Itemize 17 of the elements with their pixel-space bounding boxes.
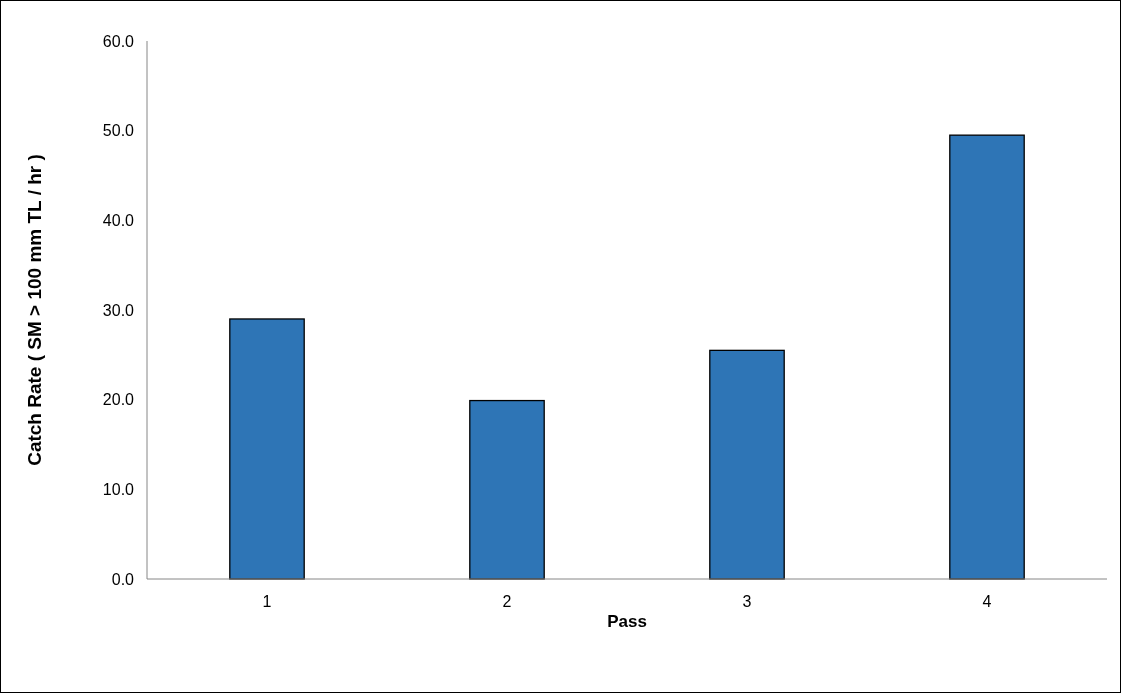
- x-tick-label: 3: [742, 592, 752, 610]
- bar: [229, 318, 305, 580]
- bar: [949, 134, 1025, 580]
- y-tick-label: 30.0: [102, 301, 135, 319]
- y-axis-title: Catch Rate ( SM > 100 mm TL / hr ): [23, 154, 45, 466]
- y-tick-label: 0.0: [111, 570, 135, 588]
- bar: [469, 399, 545, 580]
- x-tick-label: 1: [262, 592, 272, 610]
- x-tick-label: 4: [982, 592, 992, 610]
- x-tick-label: 2: [502, 592, 512, 610]
- bar: [709, 349, 785, 580]
- y-tick-label: 60.0: [102, 32, 135, 50]
- x-axis-title: Pass: [607, 611, 647, 631]
- y-tick-label: 10.0: [102, 480, 135, 498]
- y-tick-label: 50.0: [102, 122, 135, 140]
- y-tick-label: 40.0: [102, 211, 135, 229]
- y-tick-label: 20.0: [102, 391, 135, 409]
